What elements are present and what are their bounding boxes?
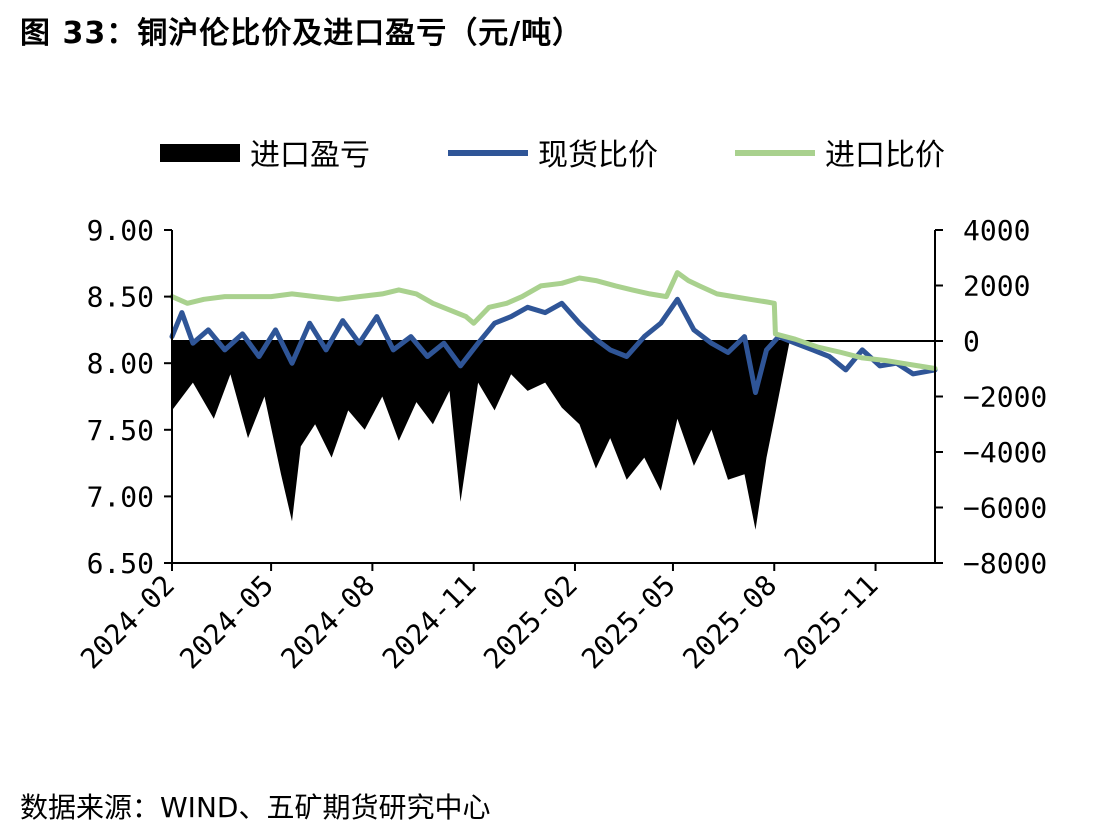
legend-swatch-area xyxy=(160,144,240,162)
x-tick-label: 2025-05 xyxy=(575,569,682,676)
right-y-tick-label: −8000 xyxy=(963,547,1047,580)
left-y-tick-label: 9.00 xyxy=(87,214,154,247)
left-y-tick-label: 6.50 xyxy=(87,547,154,580)
legend-label: 现货比价 xyxy=(538,138,658,173)
x-tick-label: 2024-02 xyxy=(74,569,181,676)
import-ratio-line xyxy=(169,270,938,371)
import-profit-area-layer xyxy=(172,341,935,530)
right-y-tick-label: −4000 xyxy=(963,436,1047,469)
x-tick-label: 2024-08 xyxy=(275,569,382,676)
x-tick-label: 2024-11 xyxy=(376,569,483,676)
right-y-tick-label: −2000 xyxy=(963,381,1047,414)
legend-label: 进口比价 xyxy=(825,138,945,173)
right-y-tick-label: 2000 xyxy=(963,270,1030,303)
left-y-tick-label: 7.50 xyxy=(87,414,154,447)
figure-title: 图 33：铜沪伦比价及进口盈亏（元/吨） xyxy=(20,16,584,51)
legend-item-1: 进口盈亏 xyxy=(160,138,370,173)
x-tick-label: 2025-08 xyxy=(676,569,783,676)
x-tick-label: 2025-02 xyxy=(477,569,584,676)
legend: 进口盈亏 现货比价 进口比价 xyxy=(160,138,945,173)
right-y-tick-label: −6000 xyxy=(963,492,1047,525)
right-y-tick-label: 0 xyxy=(963,325,980,358)
legend-label: 进口盈亏 xyxy=(250,138,370,173)
legend-item-3: 进口比价 xyxy=(735,138,945,173)
left-y-tick-label: 8.50 xyxy=(87,281,154,314)
x-tick-label: 2024-05 xyxy=(173,569,280,676)
right-y-tick-label: 4000 xyxy=(963,214,1030,247)
axes-layer: 9.00 8.50 8.00 7.50 7.00 6.50 4000 2000 0 −2000 −4… xyxy=(74,214,1047,675)
import-profit-area xyxy=(172,341,935,530)
spot-ratio-line xyxy=(169,296,938,395)
source-note: 数据来源：WIND、五矿期货研究中心 xyxy=(20,791,491,824)
left-y-tick-label: 8.00 xyxy=(87,347,154,380)
legend-item-2: 现货比价 xyxy=(448,138,658,173)
left-y-tick-label: 7.00 xyxy=(87,480,154,513)
line-series-layer xyxy=(169,270,938,395)
x-tick-label: 2025-11 xyxy=(778,569,885,676)
